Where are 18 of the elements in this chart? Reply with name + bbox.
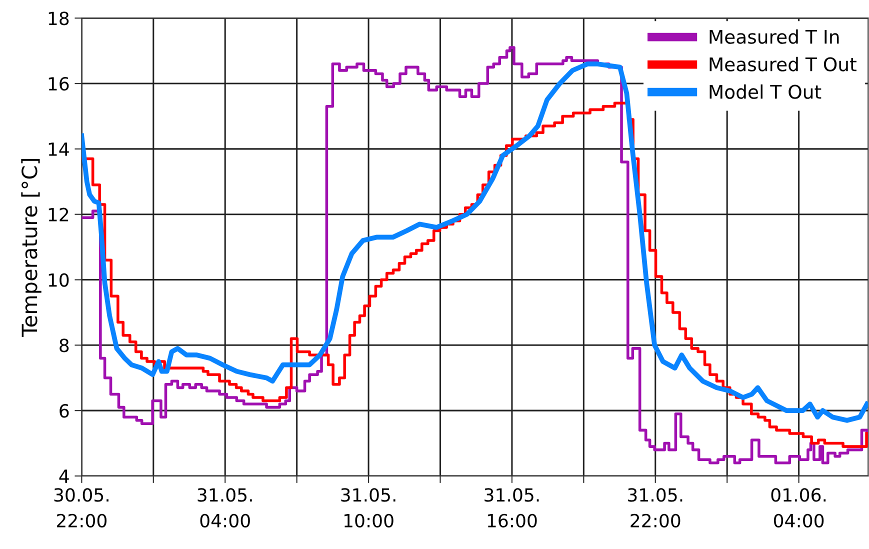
y-tick-label: 18 <box>48 12 69 26</box>
y-tick-label: 6 <box>60 404 69 418</box>
y-tick-label: 12 <box>48 208 68 222</box>
x-tick-label: 30.05. 22:00 <box>54 488 108 528</box>
y-tick-label: 4 <box>59 470 69 483</box>
x-tick-label: 31.05. 10:00 <box>341 488 396 528</box>
y-tick-label: 16 <box>48 76 69 91</box>
y-axis-title: Temperature [°C] <box>21 158 42 338</box>
legend-label: Measured T Out <box>710 56 856 72</box>
x-tick-label: 31.05. 16:00 <box>484 488 539 528</box>
x-tick-label: 31.05. 04:00 <box>198 488 252 528</box>
y-tick-label: 14 <box>48 142 69 156</box>
x-tick-label: 31.05. 22:00 <box>628 488 682 528</box>
legend-label: Model T Out <box>710 84 822 99</box>
y-tick-label: 8 <box>60 338 69 352</box>
y-tick-label: 10 <box>48 273 69 287</box>
legend-label: Measured T In <box>710 29 839 44</box>
x-tick-label: 01.06. 04:00 <box>771 488 826 528</box>
